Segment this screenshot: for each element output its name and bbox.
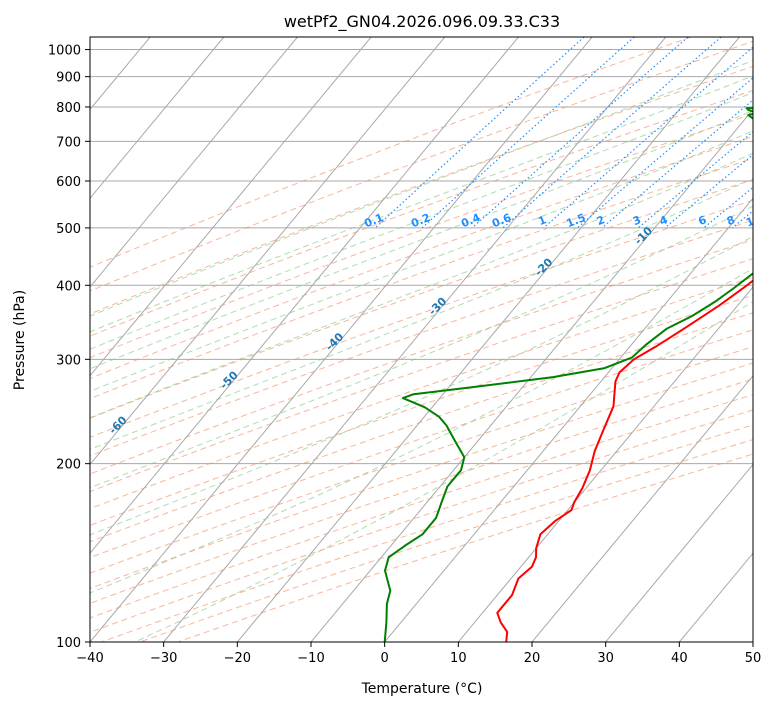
- y-tick-label: 800: [56, 101, 81, 116]
- y-tick-label: 900: [56, 71, 81, 86]
- x-tick-label: 20: [524, 651, 541, 666]
- chart-title: wetPf2_GN04.2026.096.09.33.C33: [284, 12, 560, 32]
- y-tick-label: 400: [56, 279, 81, 294]
- y-tick-label: 300: [56, 353, 81, 368]
- x-tick-label: −10: [297, 651, 324, 666]
- x-tick-label: −30: [150, 651, 177, 666]
- y-tick-label: 1000: [48, 44, 81, 59]
- y-tick-label: 100: [56, 636, 81, 651]
- y-tick-label: 500: [56, 222, 81, 237]
- y-axis-label: Pressure (hPa): [12, 290, 28, 390]
- y-tick-label: 700: [56, 135, 81, 150]
- y-tick-label: 200: [56, 458, 81, 473]
- x-tick-label: −20: [224, 651, 251, 666]
- x-tick-label: 50: [745, 651, 762, 666]
- x-tick-label: −40: [76, 651, 103, 666]
- y-tick-label: 600: [56, 175, 81, 190]
- x-tick-label: 30: [597, 651, 614, 666]
- x-tick-label: 0: [381, 651, 389, 666]
- x-tick-label: 10: [450, 651, 467, 666]
- x-axis-label: Temperature (°C): [361, 681, 483, 697]
- x-tick-label: 40: [671, 651, 688, 666]
